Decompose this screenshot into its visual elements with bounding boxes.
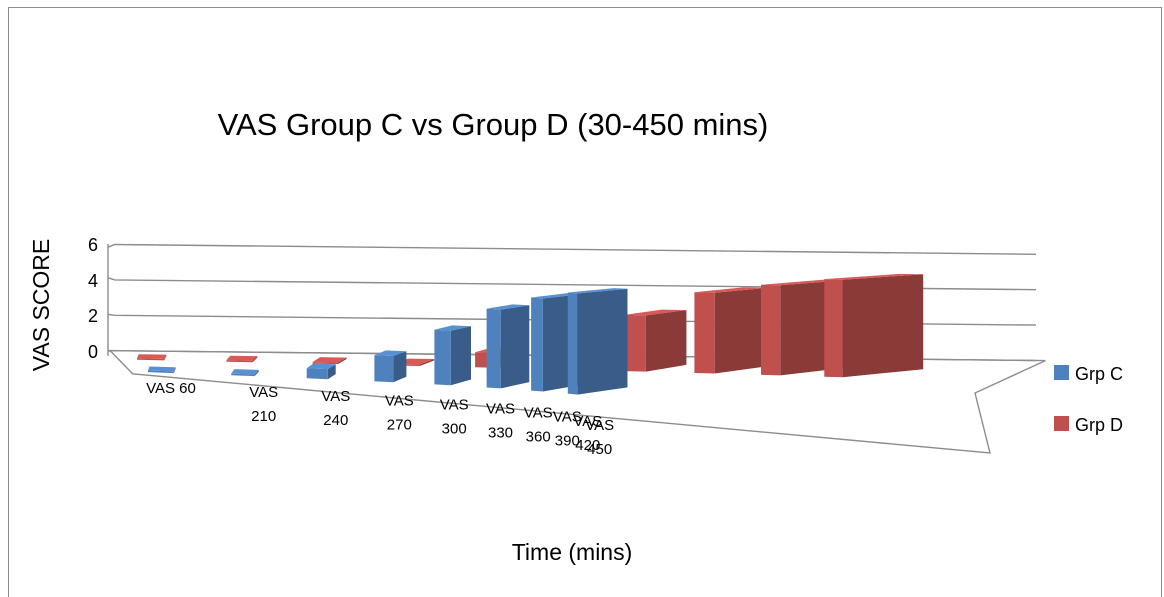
bar-grp-c [231, 369, 259, 377]
bar-grp-d-front [624, 314, 646, 372]
bar-grp-d [624, 309, 687, 372]
category-label: VAS 420 [573, 413, 602, 454]
y-axis-title: VAS SCORE [28, 239, 54, 372]
bar-grp-c-side [393, 351, 407, 383]
category-label: VAS 450 [585, 417, 614, 458]
bar-grp-c-side [450, 326, 471, 386]
bar-grp-d-top [137, 354, 167, 359]
bar-grp-d-side [645, 310, 687, 372]
y-tick-label: 0 [88, 342, 98, 362]
bar-grp-c-front [567, 292, 578, 395]
bar-grp-c-top [306, 363, 336, 370]
y-tick-label: 4 [88, 271, 98, 291]
bar-grp-c-side [500, 305, 530, 389]
bar-grp-d-front [312, 362, 338, 365]
chart-title: VAS Group C vs Group D (30-450 mins) [218, 107, 769, 142]
bar-grp-d-front [694, 292, 715, 374]
legend-label-grp-c: Grp C [1075, 364, 1123, 384]
bar-grp-c [148, 366, 176, 374]
y-tick-labels: 0 2 4 6 [88, 235, 98, 362]
bar-grp-c-front [486, 308, 501, 389]
bar-grp-d-side [337, 357, 347, 365]
bar-grp-c-side [254, 369, 259, 377]
y-tick-label: 2 [88, 306, 98, 326]
bar-grp-d-top [312, 357, 347, 363]
bar-grp-c [567, 288, 628, 395]
category-labels: VAS 60 VAS 210 VAS 240 VAS 270 VAS 300 VAS 330 VAS 3… [146, 380, 614, 458]
bar-grp-c [306, 363, 336, 380]
bar-grp-c-front [434, 329, 451, 386]
bar-grp-d-side [164, 354, 167, 361]
bar-grp-c-top [148, 366, 176, 372]
bar-grp-c [374, 350, 407, 383]
bar-grp-d-side [419, 359, 435, 366]
gridline [107, 277, 1037, 291]
legend-swatch-grp-d [1054, 416, 1069, 431]
bar-grp-d-front [824, 279, 843, 378]
bars [137, 273, 924, 395]
bar-grp-c-top [374, 350, 407, 356]
bar-grp-c-front [531, 297, 543, 392]
legend: Grp C Grp D [1054, 364, 1123, 435]
bar-grp-d [694, 287, 768, 374]
bar-grp-c-top [486, 304, 530, 310]
y-tick-label: 6 [88, 235, 98, 255]
category-label: VAS 300 [440, 396, 469, 437]
gridline [107, 243, 1037, 255]
bar-grp-d-side [252, 356, 258, 363]
bar-grp-d-top [824, 273, 924, 280]
bar-grp-c-top [434, 325, 471, 331]
legend-swatch-grp-c [1054, 365, 1069, 380]
bar-grp-c-side [327, 364, 336, 380]
bar-grp-c [434, 325, 471, 386]
bar-grp-d-front [226, 360, 253, 363]
category-label: VAS 360 [524, 405, 553, 446]
bar-grp-d-side [714, 287, 768, 374]
bar-grp-d-top [694, 287, 768, 293]
bar-grp-d-top [226, 355, 258, 361]
bar-grp-c-top [231, 369, 259, 375]
bar-grp-d [137, 354, 167, 361]
x-axis-title: Time (mins) [512, 539, 633, 565]
bar-grp-c-side [173, 367, 176, 374]
bar-grp-d-front [137, 358, 165, 361]
category-label: VAS 60 [146, 380, 196, 397]
bar-grp-d-side [842, 274, 924, 378]
bar-grp-c [486, 304, 530, 389]
bar-grp-d [226, 355, 258, 363]
bar-grp-c-side [577, 288, 628, 395]
bar-grp-c-front [374, 355, 394, 383]
bar-grp-d-top [624, 309, 687, 316]
bar-grp-c-front [231, 373, 255, 377]
category-label: VAS 210 [249, 384, 278, 425]
bar-grp-d [312, 357, 347, 365]
bar-grp-d-front [761, 284, 781, 376]
category-label: VAS 240 [321, 388, 350, 429]
category-label: VAS 330 [486, 401, 515, 442]
category-label: VAS 270 [385, 392, 414, 433]
bar-grp-c-top [567, 288, 628, 294]
bar-grp-d [824, 273, 924, 378]
bar-grp-c-front [148, 370, 174, 374]
legend-label-grp-d: Grp D [1075, 415, 1123, 435]
category-label: VAS 390 [553, 409, 582, 450]
bar-grp-c-front [306, 368, 328, 380]
